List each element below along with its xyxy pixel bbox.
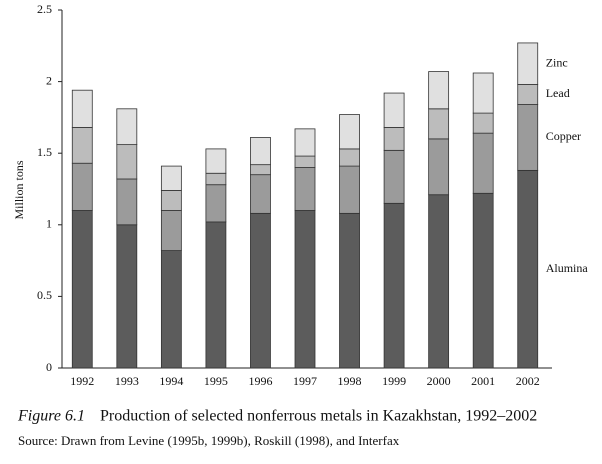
y-tick-label: 1 — [46, 217, 52, 231]
x-tick-label: 1993 — [115, 374, 139, 388]
bar-segment — [205, 148, 227, 174]
series-label: Alumina — [546, 261, 589, 275]
series-label: Lead — [546, 86, 570, 100]
bar-segment — [116, 178, 138, 226]
bar-segment — [428, 138, 450, 196]
x-tick-label: 1995 — [204, 374, 228, 388]
bar-segment — [71, 127, 93, 164]
y-tick-label: 0.5 — [37, 288, 52, 302]
bar-segment — [71, 210, 93, 369]
bar-segment — [472, 132, 494, 194]
bar-segment — [250, 164, 271, 176]
bar-segment — [205, 172, 227, 186]
bar-segment — [383, 149, 405, 204]
series-label: Zinc — [546, 55, 568, 69]
bar-segment — [294, 167, 316, 211]
bar-segment — [339, 165, 360, 214]
y-tick-label: 1.5 — [37, 145, 52, 159]
figure-title: Production of selected nonferrous metals… — [100, 408, 537, 425]
bar-segment — [517, 104, 539, 171]
bar-segment — [472, 72, 494, 114]
bar-segment — [160, 165, 182, 191]
x-tick-label: 1992 — [70, 374, 94, 388]
bar-segment — [160, 190, 182, 211]
bar-segment — [250, 212, 271, 369]
bar-segment — [472, 112, 494, 134]
x-tick-label: 2002 — [516, 374, 540, 388]
figure-label: Figure 6.1 — [17, 408, 85, 425]
y-tick-label: 0 — [46, 360, 52, 374]
y-axis-label: Million tons — [12, 160, 26, 219]
bar-segment — [428, 194, 450, 369]
bar-segment — [250, 137, 271, 166]
y-tick-label: 2 — [46, 73, 52, 87]
bar-segment — [517, 169, 539, 369]
bar-segment — [160, 250, 182, 369]
bar-segment — [428, 71, 450, 110]
x-tick-label: 1996 — [248, 374, 272, 388]
bar-segment — [383, 127, 405, 151]
bar-segment — [116, 144, 138, 180]
bar-segment — [339, 114, 360, 150]
bar-segment — [71, 162, 93, 211]
x-tick-label: 1998 — [338, 374, 362, 388]
bar-segment — [294, 155, 316, 168]
bar-segment — [205, 184, 227, 223]
bar-segment — [339, 148, 360, 167]
x-tick-label: 1999 — [382, 374, 406, 388]
x-tick-label: 1994 — [159, 374, 183, 388]
x-tick-label: 2000 — [427, 374, 451, 388]
bar-segment — [205, 221, 227, 369]
y-tick-label: 2.5 — [37, 2, 52, 16]
x-tick-label: 1997 — [293, 374, 317, 388]
bar-segment — [383, 92, 405, 128]
bar-segment — [294, 128, 316, 157]
bar-segment — [339, 212, 360, 369]
bar-segment — [383, 202, 405, 369]
bar-segment — [428, 108, 450, 140]
bar-segment — [71, 89, 93, 128]
bar-segment — [250, 174, 271, 214]
bar-segment — [472, 192, 494, 369]
x-tick-label: 2001 — [471, 374, 495, 388]
bar-segment — [160, 210, 182, 251]
bar-segment — [517, 84, 539, 105]
bar-segment — [517, 42, 539, 85]
series-label: Copper — [546, 129, 581, 143]
bar-segment — [116, 108, 138, 146]
bar-segment — [116, 224, 138, 369]
bar-segment — [294, 210, 316, 369]
source: Source: Drawn from Levine (1995b, 1999b)… — [18, 433, 400, 448]
